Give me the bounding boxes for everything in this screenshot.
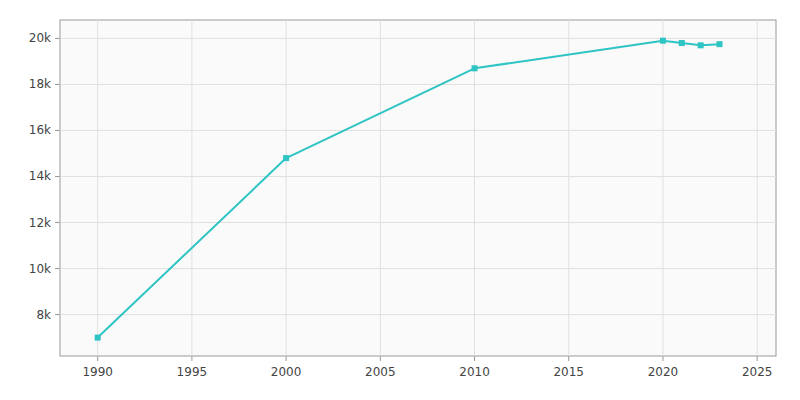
y-grid-line: [60, 130, 776, 131]
series-line: [98, 41, 720, 338]
x-tick-label: 2015: [553, 365, 584, 379]
y-tick-label: 20k: [29, 31, 51, 45]
point-marker: [95, 335, 101, 341]
x-tick: [286, 356, 287, 361]
y-grid-line: [60, 38, 776, 39]
y-tick: [55, 38, 60, 39]
chart-container: 1990 1995 2000 2005 2010 2015 2020 2025 8k 10k 12k…: [0, 0, 800, 400]
x-tick: [191, 356, 192, 361]
chart-svg: 1990 1995 2000 2005 2010 2015 2020 2025 8k 10k 12k…: [0, 0, 800, 400]
x-tick-label: 2025: [742, 365, 773, 379]
x-grid-line: [568, 20, 569, 356]
x-grid-line: [191, 20, 192, 356]
point-marker: [679, 40, 685, 46]
x-tick-label: 2010: [459, 365, 490, 379]
x-tick: [662, 356, 663, 361]
y-grid-line: [60, 222, 776, 223]
y-tick-label: 8k: [36, 308, 51, 322]
y-tick: [55, 84, 60, 85]
x-grid-line: [380, 20, 381, 356]
y-tick-label: 12k: [29, 216, 51, 230]
x-tick: [568, 356, 569, 361]
x-tick-label: 2000: [271, 365, 302, 379]
axes: 1990 1995 2000 2005 2010 2015 2020 2025 8k 10k 12k…: [29, 31, 773, 379]
x-grid-line: [757, 20, 758, 356]
y-tick: [55, 222, 60, 223]
y-grid-line: [60, 268, 776, 269]
point-marker: [660, 38, 666, 44]
x-tick: [97, 356, 98, 361]
x-tick: [474, 356, 475, 361]
y-grid-line: [60, 84, 776, 85]
x-grid-line: [286, 20, 287, 356]
y-tick-label: 10k: [29, 262, 51, 276]
y-tick: [55, 176, 60, 177]
grid: [60, 20, 776, 356]
point-marker: [283, 155, 289, 161]
y-tick-label: 14k: [29, 169, 51, 183]
point-marker: [698, 42, 704, 48]
y-tick: [55, 314, 60, 315]
x-grid-line: [662, 20, 663, 356]
y-grid-line: [60, 176, 776, 177]
x-tick: [380, 356, 381, 361]
y-tick-label: 18k: [29, 77, 51, 91]
point-marker: [716, 41, 722, 47]
x-tick-label: 1990: [82, 365, 113, 379]
y-tick-label: 16k: [29, 123, 51, 137]
x-tick-label: 1995: [177, 365, 208, 379]
y-tick: [55, 268, 60, 269]
x-grid-line: [97, 20, 98, 356]
plot-frame: [60, 20, 776, 356]
x-tick-label: 2005: [365, 365, 396, 379]
point-marker: [472, 65, 478, 71]
x-tick-label: 2020: [648, 365, 679, 379]
y-grid-line: [60, 314, 776, 315]
data-layer: [95, 38, 723, 341]
y-tick: [55, 130, 60, 131]
x-tick: [757, 356, 758, 361]
